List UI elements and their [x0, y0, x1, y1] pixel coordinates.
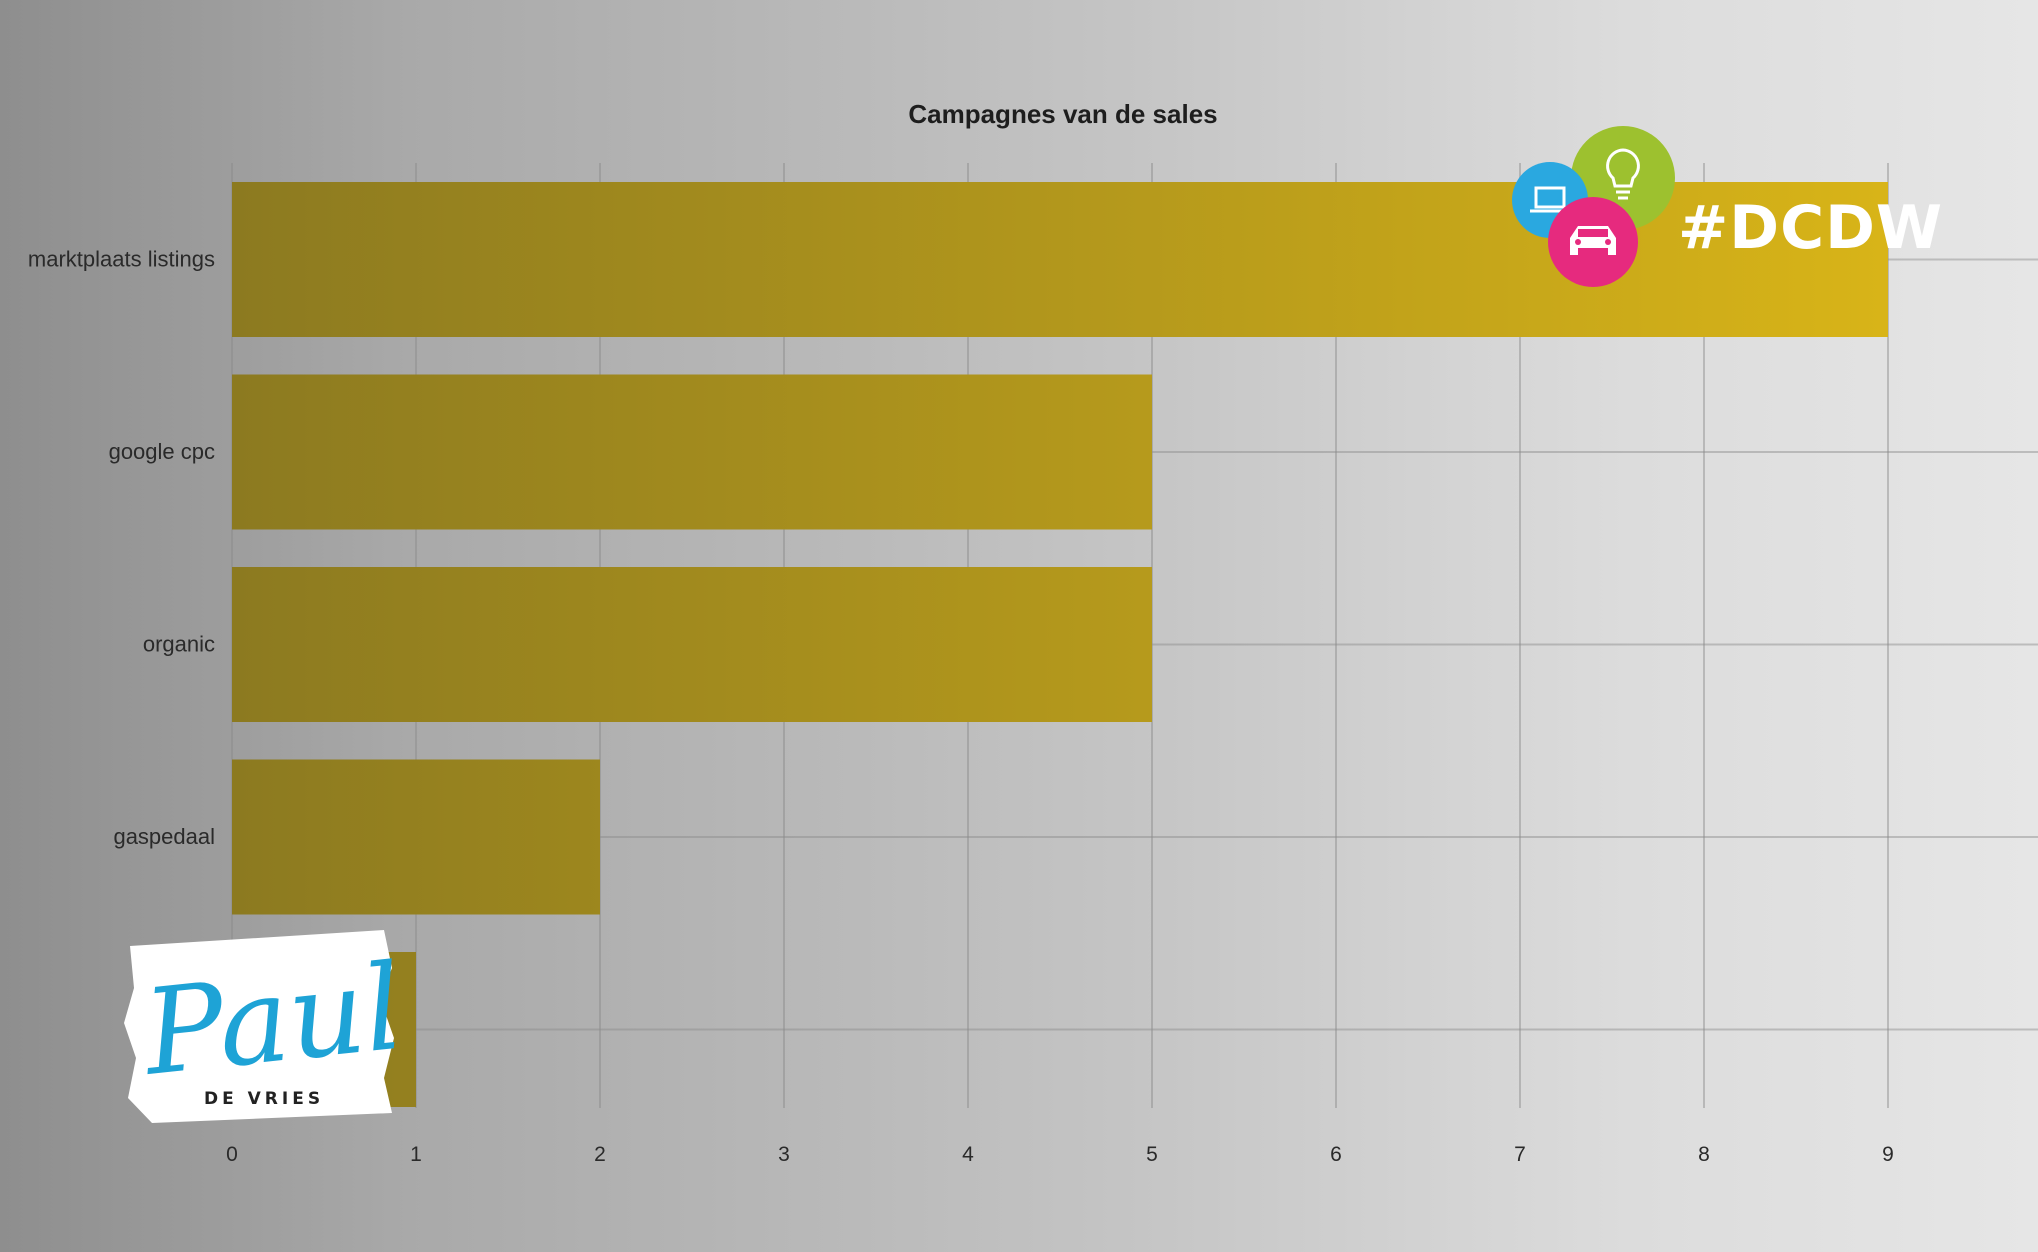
- category-label: google cpc: [109, 439, 215, 464]
- category-label: marktplaats listings: [28, 247, 215, 272]
- signature-sub: DE VRIES: [204, 1089, 324, 1109]
- x-tick-label: 0: [226, 1143, 238, 1166]
- paul-de-vries-signature: Paul DE VRIES: [122, 928, 409, 1128]
- x-tick-label: 2: [594, 1143, 606, 1166]
- x-tick-label: 4: [962, 1143, 974, 1166]
- signature-name: Paul: [136, 938, 397, 1102]
- bar: [232, 759, 600, 915]
- category-labels: marktplaats listings google cpc organic gas…: [28, 247, 215, 850]
- bar: [232, 374, 1152, 530]
- category-label: gaspedaal: [113, 824, 215, 849]
- x-tick-label: 6: [1330, 1143, 1342, 1166]
- chart-title: Campagnes van de sales: [908, 99, 1217, 129]
- x-tick-label: 7: [1514, 1143, 1526, 1166]
- x-tick-label: 3: [778, 1143, 790, 1166]
- category-label: organic: [143, 632, 215, 657]
- car-icon: [1548, 197, 1638, 287]
- hashtag-dcdw: #DCDW: [1678, 193, 1944, 263]
- x-tick-label: 1: [410, 1143, 422, 1166]
- bar: [232, 567, 1152, 722]
- x-tick-labels: 0 1 2 3 4 5 6 7 8 9: [226, 1143, 1894, 1166]
- dcdw-logo: [1508, 122, 1683, 297]
- x-tick-label: 9: [1882, 1143, 1894, 1166]
- x-tick-label: 8: [1698, 1143, 1710, 1166]
- x-tick-label: 5: [1146, 1143, 1158, 1166]
